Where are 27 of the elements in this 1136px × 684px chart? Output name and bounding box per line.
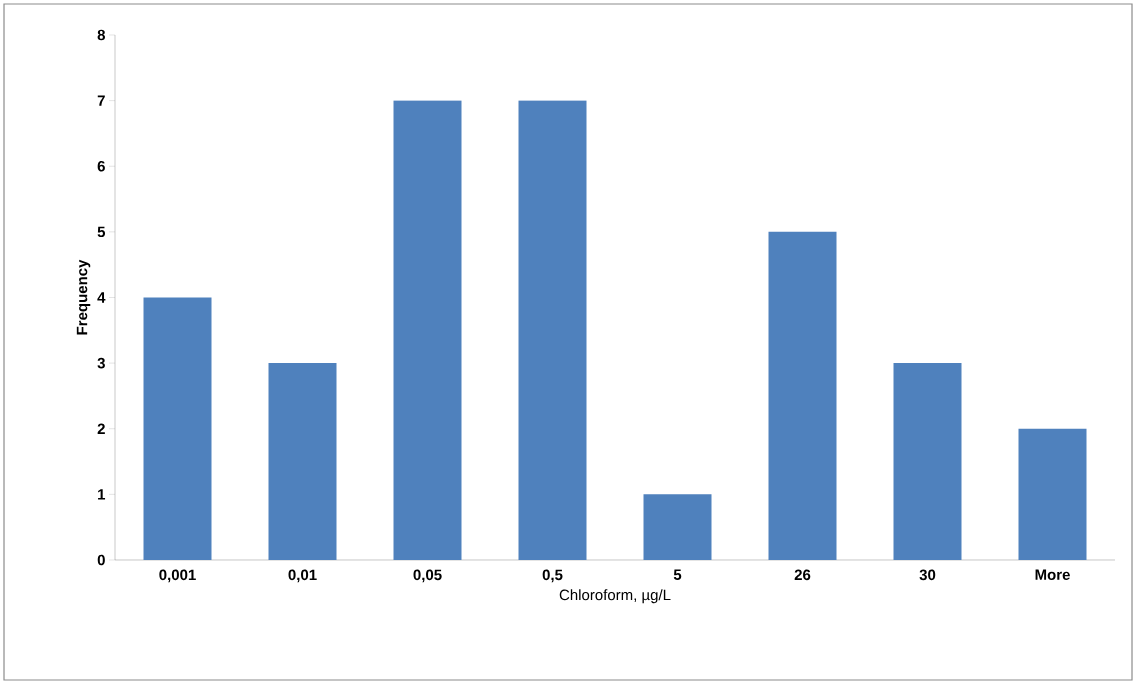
y-tick-label: 2 xyxy=(97,423,105,434)
y-tick-label: 4 xyxy=(97,292,106,303)
x-tick-label: 0,001 xyxy=(159,569,196,583)
y-tick-label: 6 xyxy=(97,160,105,172)
bar xyxy=(268,363,337,560)
y-tick-label: 5 xyxy=(97,226,106,238)
bar xyxy=(768,231,837,560)
y-tick-label: 3 xyxy=(97,357,105,369)
y-tick-label: 0 xyxy=(97,554,105,566)
bar xyxy=(393,100,462,560)
x-tick-label: 30 xyxy=(919,569,936,581)
x-tick-label: 5 xyxy=(673,569,682,580)
y-axis-title: Frequency xyxy=(76,259,91,335)
x-tick-label: More xyxy=(1035,569,1070,580)
x-axis-title: Chloroform, µg/L xyxy=(559,589,671,604)
x-tick-label: 26 xyxy=(794,569,811,581)
bar xyxy=(1018,428,1087,560)
x-tick-label: 0,05 xyxy=(413,569,442,583)
x-tick-label: 0,01 xyxy=(288,569,317,583)
y-tick-label: 7 xyxy=(97,95,105,106)
bar xyxy=(518,100,587,560)
bar xyxy=(893,363,962,560)
x-tick-label: 0,5 xyxy=(542,569,563,583)
y-tick-label: 1 xyxy=(98,489,106,500)
y-tick-label: 8 xyxy=(97,29,105,41)
bar xyxy=(643,494,712,560)
bar xyxy=(143,297,212,560)
